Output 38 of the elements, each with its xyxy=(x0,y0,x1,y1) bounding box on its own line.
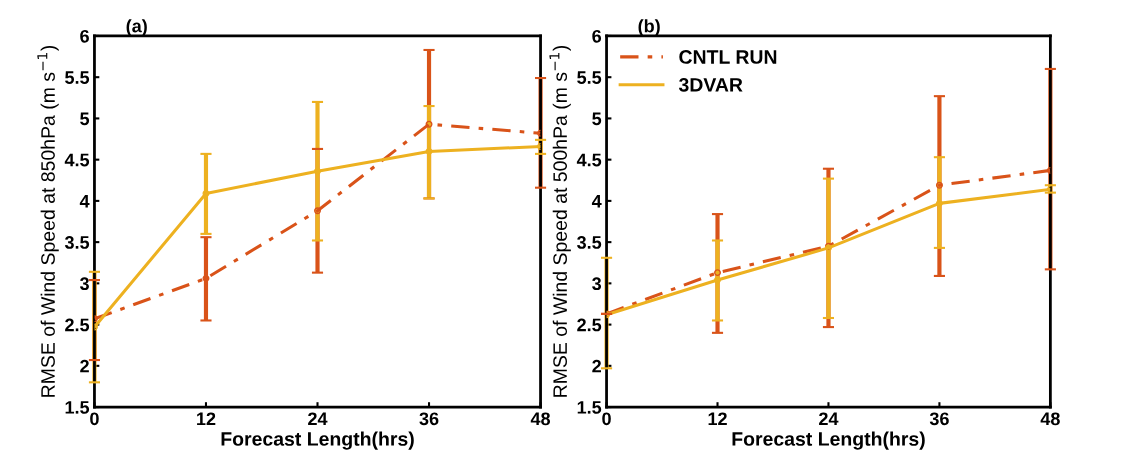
y-axis-title: RMSE of Wind Speed at 850hPa (m s$^{−1}$) xyxy=(37,45,59,397)
y-tick-label: 2.5 xyxy=(65,318,90,332)
y-tick-label: 4.5 xyxy=(64,153,90,167)
legend-label: 3DVAR xyxy=(678,77,743,92)
y-tick-label: 3 xyxy=(79,277,89,291)
x-axis-title: Forecast Length(hrs) xyxy=(732,431,925,450)
x-tick-label: 36 xyxy=(419,412,439,426)
y-tick-label: 2 xyxy=(592,359,601,373)
x-tick-label: 36 xyxy=(929,412,949,426)
x-tick-label: 12 xyxy=(197,412,216,426)
y-tick-label: 3 xyxy=(592,277,602,291)
x-tick-label: 24 xyxy=(308,412,328,426)
y-tick-label: 2.5 xyxy=(577,318,602,332)
y-tick-label: 4.5 xyxy=(576,153,602,167)
x-axis-title: Forecast Length(hrs) xyxy=(221,431,414,450)
y-tick-label: 5 xyxy=(80,112,90,126)
y-tick-label: 6 xyxy=(592,29,602,43)
legend-label: CNTL RUN xyxy=(679,50,777,64)
y-tick-label: 3.5 xyxy=(577,236,602,249)
y-tick-label: 5.5 xyxy=(577,71,602,84)
y-tick-label: 1.5 xyxy=(577,401,602,414)
y-tick-label: 5 xyxy=(592,112,602,126)
y-tick-label: 6 xyxy=(80,29,89,43)
x-tick-label: 12 xyxy=(708,412,727,426)
x-tick-label: 0 xyxy=(90,412,99,426)
y-tick-label: 5.5 xyxy=(65,71,90,84)
x-tick-label: 0 xyxy=(602,412,611,426)
y-tick-label: 3.5 xyxy=(64,236,90,249)
y-tick-label: 1.5 xyxy=(65,401,90,414)
x-tick-label: 48 xyxy=(1040,412,1060,426)
x-tick-label: 24 xyxy=(819,412,839,426)
chart-title: (b) xyxy=(638,19,660,36)
y-tick-label: 2 xyxy=(80,359,89,373)
x-tick-label: 48 xyxy=(530,412,551,426)
y-axis-title: RMSE of Wind Speed at 500hPa (m s$^{−1}$) xyxy=(549,45,571,397)
y-tick-label: 4 xyxy=(79,195,90,208)
y-tick-label: 4 xyxy=(591,195,602,208)
chart-title: (a) xyxy=(126,19,147,36)
